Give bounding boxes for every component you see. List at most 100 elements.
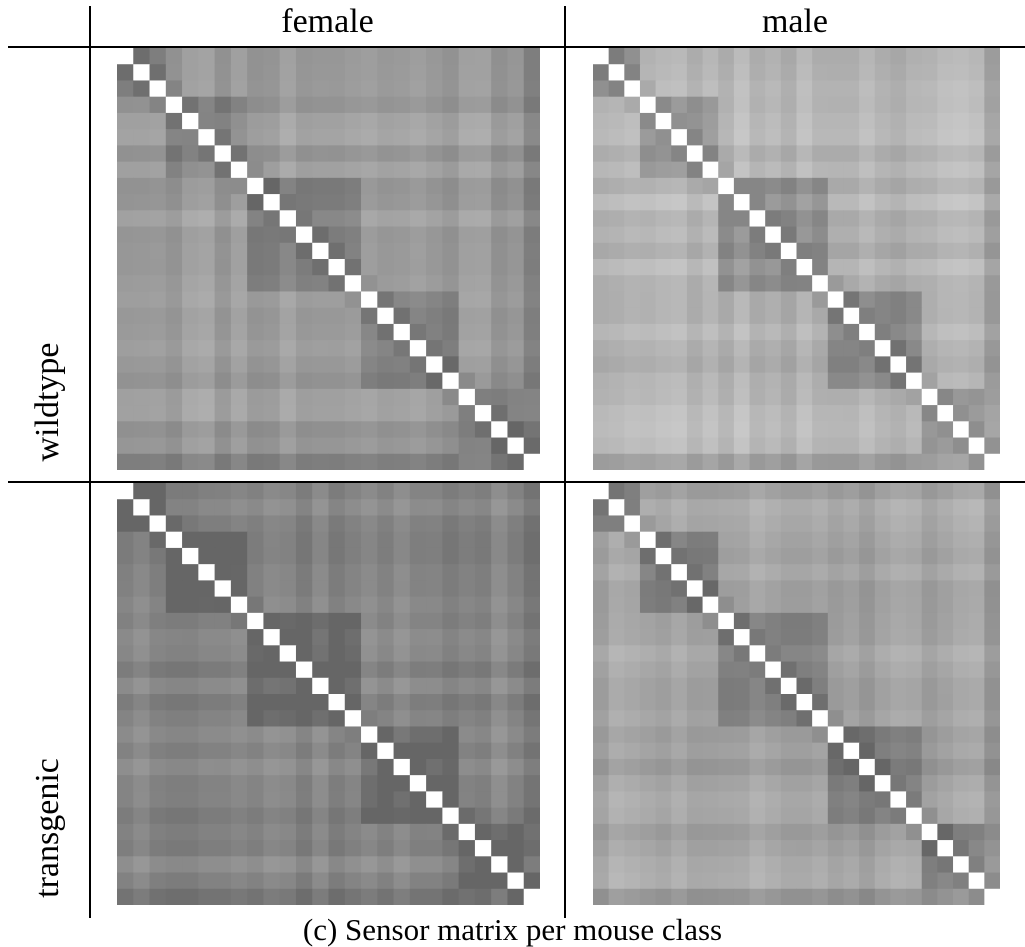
heatmap-cell (328, 564, 346, 581)
heatmap-cell (182, 872, 199, 890)
heatmap-cell (230, 791, 248, 809)
heatmap-cell (182, 823, 199, 841)
heatmap-cell (263, 580, 281, 598)
heatmap-cell (702, 48, 719, 65)
heatmap-cell (523, 112, 540, 130)
heatmap-cell (812, 372, 829, 390)
heatmap-cell (718, 710, 735, 728)
heatmap-cell (474, 356, 492, 374)
heatmap-cell (247, 242, 265, 260)
heatmap-cell (507, 291, 525, 309)
heatmap-cell (133, 807, 151, 825)
heatmap-cell (409, 291, 427, 309)
heatmap-cell (409, 405, 427, 422)
heatmap-cell (859, 531, 876, 549)
heatmap-cell (230, 677, 248, 695)
diagonal-cell (624, 515, 641, 533)
heatmap-cell (733, 791, 751, 809)
heatmap-cell (624, 112, 641, 130)
heatmap-cell (937, 888, 954, 905)
heatmap-cell (133, 645, 151, 663)
heatmap-cell (409, 629, 427, 646)
heatmap-cell (686, 356, 704, 374)
heatmap-cell (133, 483, 151, 500)
heatmap-cell (780, 807, 798, 825)
heatmap-cell (507, 356, 525, 374)
heatmap-cell (361, 677, 378, 695)
diagonal-cell (702, 596, 719, 614)
heatmap-cell (458, 340, 476, 357)
heatmap-cell (312, 388, 330, 406)
heatmap-cell (686, 226, 704, 244)
heatmap-cell (214, 677, 232, 695)
heatmap-cell (827, 323, 845, 341)
heatmap-cell (718, 210, 735, 228)
heatmap-cell (344, 596, 362, 614)
heatmap-cell (953, 596, 970, 614)
heatmap-cell (328, 888, 346, 905)
heatmap-cell (312, 48, 330, 65)
heatmap-cell (474, 275, 492, 293)
heatmap-cell (890, 405, 907, 422)
heatmap-cell (230, 437, 248, 455)
heatmap-cell (133, 453, 151, 470)
heatmap-cell (149, 547, 167, 565)
heatmap-cell (953, 145, 970, 163)
heatmap-cell (149, 291, 167, 309)
heatmap-cell (890, 888, 907, 905)
heatmap-cell (149, 742, 167, 760)
heatmap-cell (671, 515, 688, 533)
diagonal-cell (279, 210, 297, 228)
heatmap-cell (953, 823, 970, 841)
heatmap-cell (639, 791, 657, 809)
heatmap-cell (149, 259, 167, 276)
heatmap-cell (718, 340, 735, 357)
heatmap-cell (214, 840, 232, 857)
heatmap-cell (812, 356, 829, 374)
heatmap-cell (149, 856, 167, 874)
heatmap-cell (906, 291, 923, 309)
heatmap-cell (718, 775, 735, 792)
heatmap-cell (491, 515, 509, 533)
heatmap-cell (165, 161, 183, 179)
heatmap-cell (198, 80, 216, 98)
heatmap-cell (906, 661, 923, 679)
heatmap-cell (393, 807, 411, 825)
heatmap-cell (671, 580, 688, 598)
diagonal-cell (765, 226, 782, 244)
heatmap-cell (247, 80, 265, 98)
diagonal-cell (328, 694, 346, 711)
heatmap-cell (458, 629, 476, 646)
heatmap-cell (859, 791, 876, 809)
heatmap-cell (874, 307, 892, 325)
heatmap-cell (247, 323, 265, 341)
heatmap-cell (765, 388, 782, 406)
heatmap-cell (133, 612, 151, 630)
heatmap-cell (230, 323, 248, 341)
heatmap-cell (937, 612, 954, 630)
heatmap-cell (906, 453, 923, 470)
heatmap-cell (247, 356, 265, 374)
heatmap-cell (474, 210, 492, 228)
heatmap-cell (279, 112, 297, 130)
heatmap-cell (921, 888, 938, 905)
heatmap-cell (906, 483, 923, 500)
heatmap-cell (295, 96, 313, 114)
heatmap-cell (279, 483, 297, 500)
heatmap-cell (409, 242, 427, 260)
heatmap-cell (874, 531, 892, 549)
heatmap-cell (312, 612, 330, 630)
heatmap-cell (639, 112, 657, 130)
heatmap-cell (890, 48, 907, 65)
heatmap-cell (937, 226, 954, 244)
heatmap-cell (765, 840, 782, 857)
heatmap-cell (361, 710, 378, 728)
heatmap-cell (906, 499, 923, 517)
heatmap-cell (523, 807, 540, 825)
heatmap-cell (812, 758, 829, 776)
heatmap-cell (702, 437, 719, 455)
heatmap-cell (827, 145, 845, 163)
heatmap-cell (906, 80, 923, 98)
heatmap-cell (749, 356, 766, 374)
heatmap-cell (624, 856, 641, 874)
